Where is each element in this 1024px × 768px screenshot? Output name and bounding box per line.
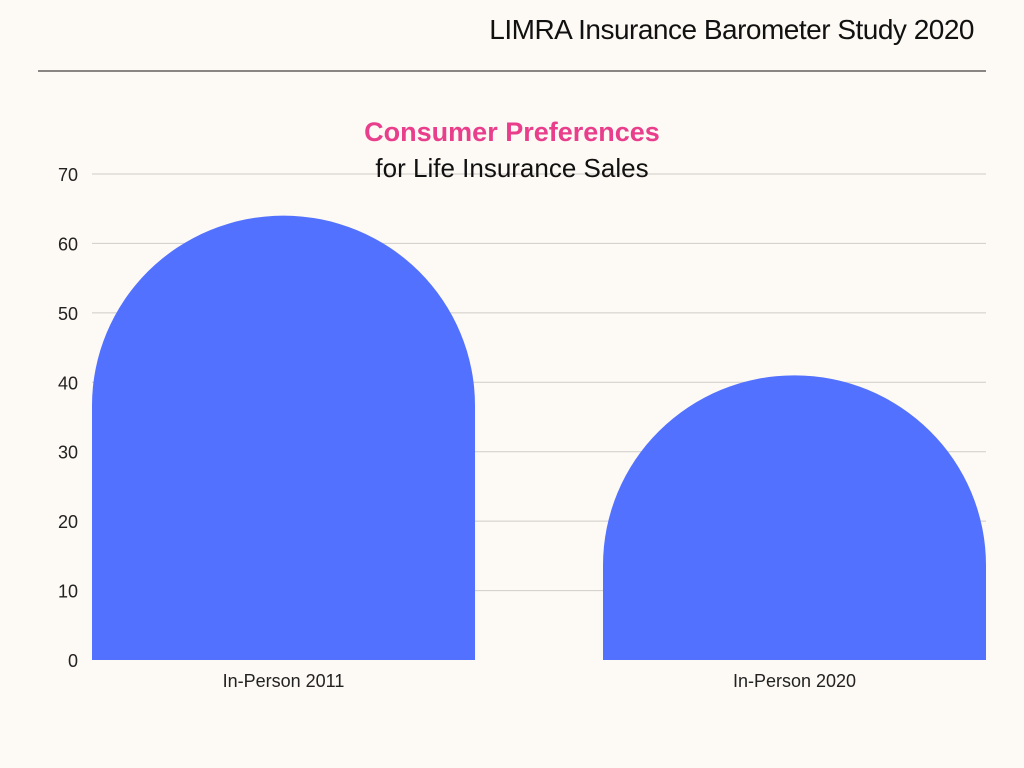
bar-1: [92, 215, 475, 660]
x-category-label: In-Person 2011: [223, 671, 345, 691]
x-category-label: In-Person 2020: [733, 671, 856, 691]
y-tick-label: 70: [58, 165, 78, 185]
y-tick-label: 40: [58, 373, 78, 393]
chart-title: Consumer Preferences: [364, 117, 660, 147]
chart-subtitle: for Life Insurance Sales: [375, 153, 648, 183]
y-tick-label: 60: [58, 234, 78, 254]
y-tick-label: 10: [58, 582, 78, 602]
y-tick-label: 50: [58, 304, 78, 324]
y-axis-ticks: 0 10 20 30 40 50 60 70: [58, 165, 78, 671]
y-tick-label: 20: [58, 512, 78, 532]
bar-2: [603, 375, 986, 660]
y-tick-label: 0: [68, 651, 78, 671]
y-tick-label: 30: [58, 443, 78, 463]
x-axis-labels: In-Person 2011 In-Person 2020: [223, 671, 856, 691]
header-divider: [38, 70, 986, 72]
header-title: LIMRA Insurance Barometer Study 2020: [489, 14, 974, 45]
bars: [92, 215, 986, 660]
